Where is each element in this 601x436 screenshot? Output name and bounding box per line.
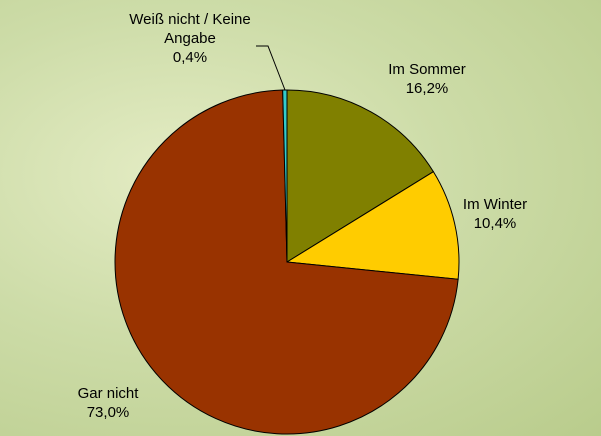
value-label: 10,4%	[435, 214, 555, 233]
category-label: Im Sommer	[357, 60, 497, 79]
chart: Im Sommer16,2% Im Winter10,4% Gar nicht73,…	[0, 0, 601, 436]
category-label: Weiß nicht / Keine Angabe	[115, 10, 265, 48]
value-label: 73,0%	[48, 403, 168, 422]
value-label: 16,2%	[357, 79, 497, 98]
category-label: Gar nicht	[48, 384, 168, 403]
category-label: Im Winter	[435, 195, 555, 214]
value-label: 0,4%	[115, 48, 265, 67]
